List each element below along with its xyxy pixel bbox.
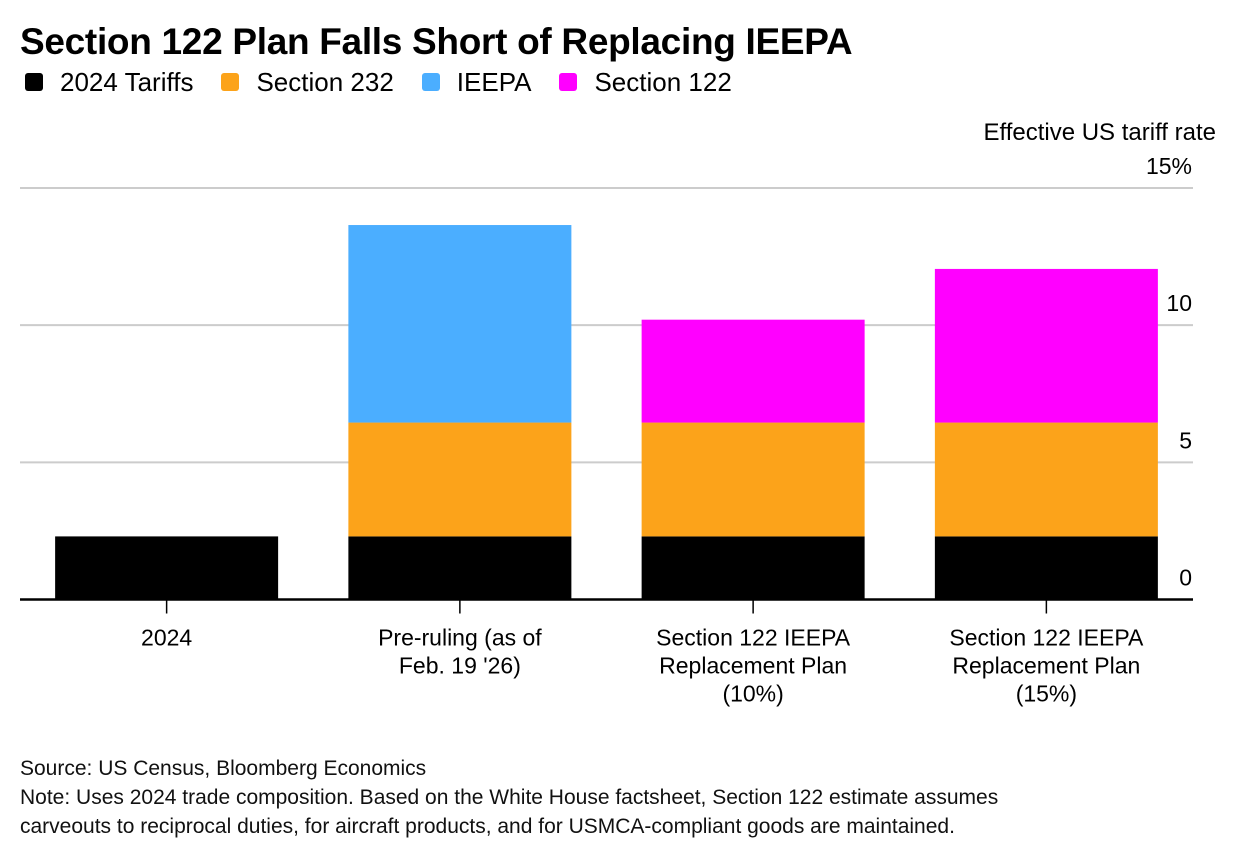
y-tick-label: 0 [1179,565,1192,591]
x-category-label: Section 122 IEEPA Replacement Plan (10%) [656,625,851,707]
bar-segment-2024-tariffs [641,536,865,600]
legend-label: 2024 Tariffs [60,67,194,97]
y-tick-label: 5 [1179,427,1192,453]
note-line-2: carveouts to reciprocal duties, for airc… [20,815,955,838]
legend-label: Section 122 [594,67,732,97]
legend-swatch-2024-tariffs [25,73,43,91]
y-axis-title: Effective US tariff rate [983,119,1216,146]
bar-segment-section-232 [348,422,572,537]
legend: 2024 Tariffs Section 232 IEEPA Section 1… [25,66,760,98]
x-category-label: 2024 [141,625,192,651]
axis-labels: 0 5 10 15% 2024 Pre-ruling (as of Feb. 19 '26)… [141,153,1192,707]
bar-segment-2024-tariffs [348,536,572,600]
bar-segment-ieepa [348,225,572,423]
x-category-label: Pre-ruling (as of Feb. 19 '26) [378,625,542,679]
y-tick-label: 15% [1146,153,1192,179]
bar-segment-2024-tariffs [934,536,1158,600]
legend-label: Section 232 [256,67,394,97]
source-note: Source: US Census, Bloomberg Economics [20,757,427,780]
x-category-label: Section 122 IEEPA Replacement Plan (15%) [949,625,1144,707]
legend-item-section-122: Section 122 [559,66,732,98]
note-line-1: Note: Uses 2024 trade composition. Based… [20,786,999,809]
axes [20,598,1193,614]
legend-item-section-232: Section 232 [221,66,394,98]
legend-item-ieepa: IEEPA [421,66,532,98]
footer: Source: US Census, Bloomberg Economics N… [20,754,998,841]
legend-label: IEEPA [456,67,532,97]
legend-swatch-section-122 [559,73,578,91]
bar-segment-section-232 [641,422,865,537]
legend-item-2024-tariffs: 2024 Tariffs [25,66,193,98]
bars [55,225,1158,600]
bar-segment-section-122 [934,268,1158,423]
bar-segment-section-122 [641,319,865,423]
bar-segment-2024-tariffs [55,536,279,600]
chart-title: Section 122 Plan Falls Short of Replacin… [20,21,853,62]
bar-segment-section-232 [934,422,1158,537]
legend-swatch-ieepa [421,73,440,91]
legend-swatch-section-232 [221,73,240,91]
y-tick-label: 10 [1166,290,1192,316]
